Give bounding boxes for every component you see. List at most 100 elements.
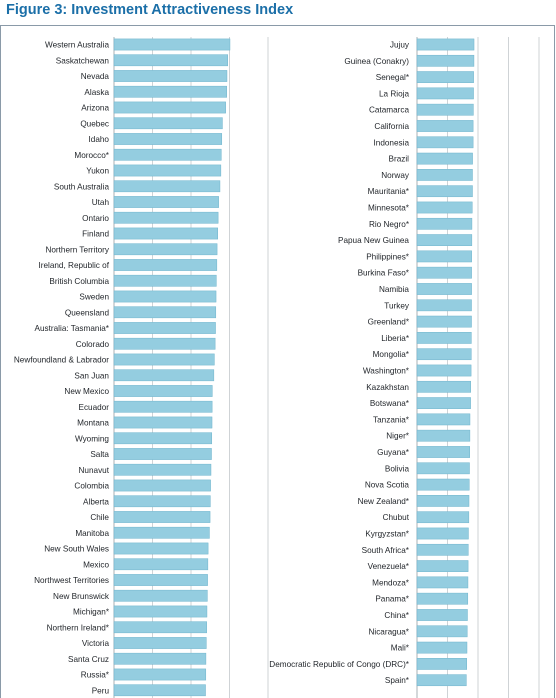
bar [113,337,216,350]
bar [416,446,470,458]
category-label: Guyana* [377,448,410,457]
category-label: Ontario [82,214,109,223]
bar [416,152,473,165]
bar [416,625,468,638]
bar [416,658,467,670]
bar [113,621,207,634]
bar [416,560,469,572]
bar [113,385,213,397]
bar [416,397,471,409]
category-label: San Juan [74,371,109,380]
bar [416,169,473,181]
category-label: Nova Scotia [365,481,410,490]
category-label: Manitoba [75,529,109,538]
bar [416,511,470,524]
bar [113,542,209,555]
bar [113,70,228,82]
bar [113,558,209,571]
bar [113,369,215,382]
category-label: Kazakhstan [366,383,409,392]
category-label: South Australia [54,182,110,191]
bar [416,71,474,83]
category-label: Arizona [81,104,109,113]
chart-title: Figure 3: Investment Attractiveness Inde… [6,2,294,18]
category-label: Greenland* [368,318,410,327]
category-label: Western Australia [45,41,109,50]
bar [113,400,213,413]
category-label: Namibia [379,285,409,294]
bar [416,478,470,491]
category-label: Niger* [386,432,410,441]
category-label: Queensland [65,308,110,317]
bar [113,526,210,539]
category-label: Ecuador [79,403,110,412]
category-label: Washington* [363,367,410,376]
category-label: Guinea (Conakry) [344,57,409,66]
category-label: Finland [82,230,109,239]
category-label: South Africa* [362,546,410,555]
bar [416,527,469,540]
category-label: Quebec [80,119,109,128]
category-label: Catamarca [369,106,409,115]
bar [416,462,470,475]
category-label: Northern Ireland* [47,623,110,632]
bar [416,283,472,295]
bar [113,133,223,145]
bar [416,592,469,605]
bar [416,609,468,621]
category-label: Philippines* [366,252,410,261]
bar [113,322,216,334]
category-label: Chile [90,513,109,522]
category-label: Russia* [81,671,110,680]
category-label: Bolivia [385,464,410,473]
category-label: New Mexico [64,387,109,396]
bar [416,315,472,328]
bar [113,637,207,649]
bar [416,413,471,426]
category-label: Jujuy [390,41,410,50]
bar [416,136,474,149]
chart-frame [0,25,555,698]
bar [113,38,231,51]
category-label: Burkina Faso* [358,269,410,278]
bar [416,364,472,377]
category-label: Indonesia [373,138,409,147]
bar [113,101,226,114]
category-label: Nevada [81,72,110,81]
category-label: Liberia* [381,334,410,343]
bar [113,148,222,161]
bar [416,641,468,654]
bar [416,429,471,442]
category-label: California [374,122,409,131]
category-label: Salta [90,450,109,459]
bar [416,674,467,687]
bar [416,266,472,279]
category-label: Victoria [82,639,110,648]
category-label: Idaho [89,135,110,144]
category-label: Nunavut [79,466,110,475]
category-label: Venezuela* [368,562,410,571]
bar [113,85,227,98]
bar [416,185,473,198]
category-label: Minnesota* [368,204,410,213]
category-label: Mauritania* [368,187,410,196]
category-label: Michigan* [73,608,110,617]
bar [113,290,217,303]
category-label: Senegal* [376,73,410,82]
bar [113,652,207,665]
category-label: Morocco* [74,151,109,160]
bar [416,332,472,344]
category-label: Mendoza* [372,578,410,587]
category-label: Kyrgyzstan* [365,530,409,539]
bar [113,416,213,429]
bar [416,250,472,263]
bar [113,180,221,193]
category-label: Peru [92,686,110,695]
bar [416,543,469,556]
category-label: Tanzania* [373,415,410,424]
bar [113,274,217,287]
bar [416,380,471,393]
category-label: Saskatchewan [56,56,110,65]
bar [113,196,219,208]
